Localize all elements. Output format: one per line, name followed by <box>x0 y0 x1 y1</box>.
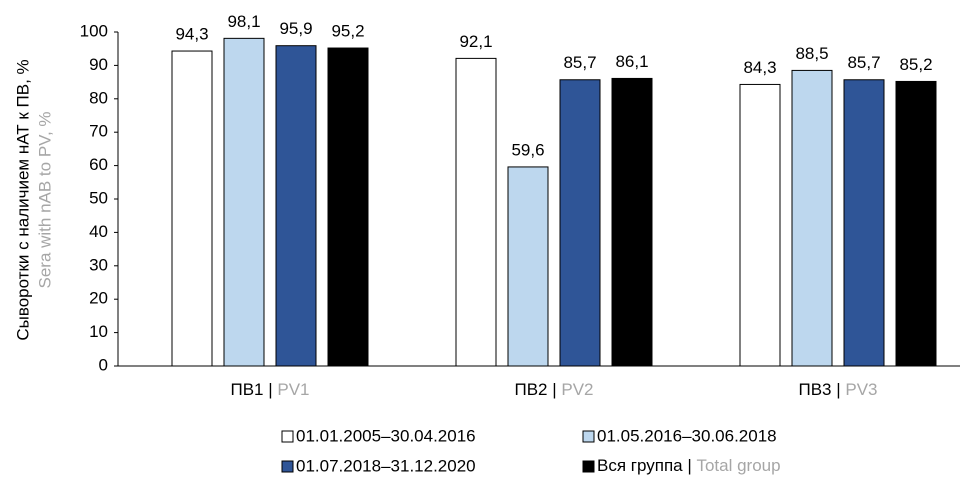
bar <box>171 50 213 367</box>
legend-swatch <box>281 430 294 443</box>
y-tick-label: 10 <box>89 322 108 341</box>
y-tick-label: 30 <box>89 255 108 274</box>
bar <box>611 77 653 367</box>
legend-label: Вся группа | Total group <box>597 456 781 475</box>
bar <box>791 69 833 367</box>
bar <box>455 57 497 367</box>
value-label: 85,7 <box>847 53 880 72</box>
y-axis-title-en: Sera with nAB to PV, % <box>35 111 54 288</box>
bar <box>559 79 601 367</box>
bar <box>843 79 885 367</box>
value-label: 85,7 <box>563 53 596 72</box>
legend-label: 01.07.2018–31.12.2020 <box>296 456 476 475</box>
y-tick-label: 80 <box>89 88 108 107</box>
legend-swatch <box>281 460 294 473</box>
legend-label: 01.05.2016–30.06.2018 <box>597 426 777 445</box>
y-tick-label: 50 <box>89 188 108 207</box>
y-tick-label: 40 <box>89 222 108 241</box>
bar <box>327 47 369 367</box>
value-label: 94,3 <box>175 25 208 44</box>
y-tick-label: 100 <box>80 21 108 40</box>
y-tick-label: 70 <box>89 122 108 141</box>
value-label: 85,2 <box>899 55 932 74</box>
value-label: 92,1 <box>459 32 492 51</box>
value-label: 88,5 <box>795 44 828 63</box>
legend-swatch <box>582 460 595 473</box>
y-tick-label: 60 <box>89 155 108 174</box>
value-label: 95,2 <box>331 22 364 41</box>
bar <box>507 166 549 367</box>
bar <box>739 83 781 367</box>
x-tick-label: ПВ1 | PV1 <box>230 380 309 399</box>
legend-swatch <box>582 430 595 443</box>
value-label: 95,9 <box>279 19 312 38</box>
legend-label: 01.01.2005–30.04.2016 <box>296 426 476 445</box>
y-tick-label: 0 <box>99 355 108 374</box>
bar <box>895 80 937 367</box>
bar <box>223 37 265 367</box>
bar <box>275 45 317 367</box>
y-tick-label: 20 <box>89 289 108 308</box>
y-tick-label: 90 <box>89 55 108 74</box>
value-label: 98,1 <box>227 12 260 31</box>
x-tick-label: ПВ2 | PV2 <box>514 380 593 399</box>
x-tick-label: ПВ3 | PV3 <box>798 380 877 399</box>
value-label: 59,6 <box>511 140 544 159</box>
value-label: 86,1 <box>615 52 648 71</box>
y-axis-title-ru: Сыворотки с наличием нАТ к ПВ, % <box>13 59 32 340</box>
y-axis-title: Сыворотки с наличием нАТ к ПВ, % Sera wi… <box>13 59 54 340</box>
value-label: 84,3 <box>743 58 776 77</box>
